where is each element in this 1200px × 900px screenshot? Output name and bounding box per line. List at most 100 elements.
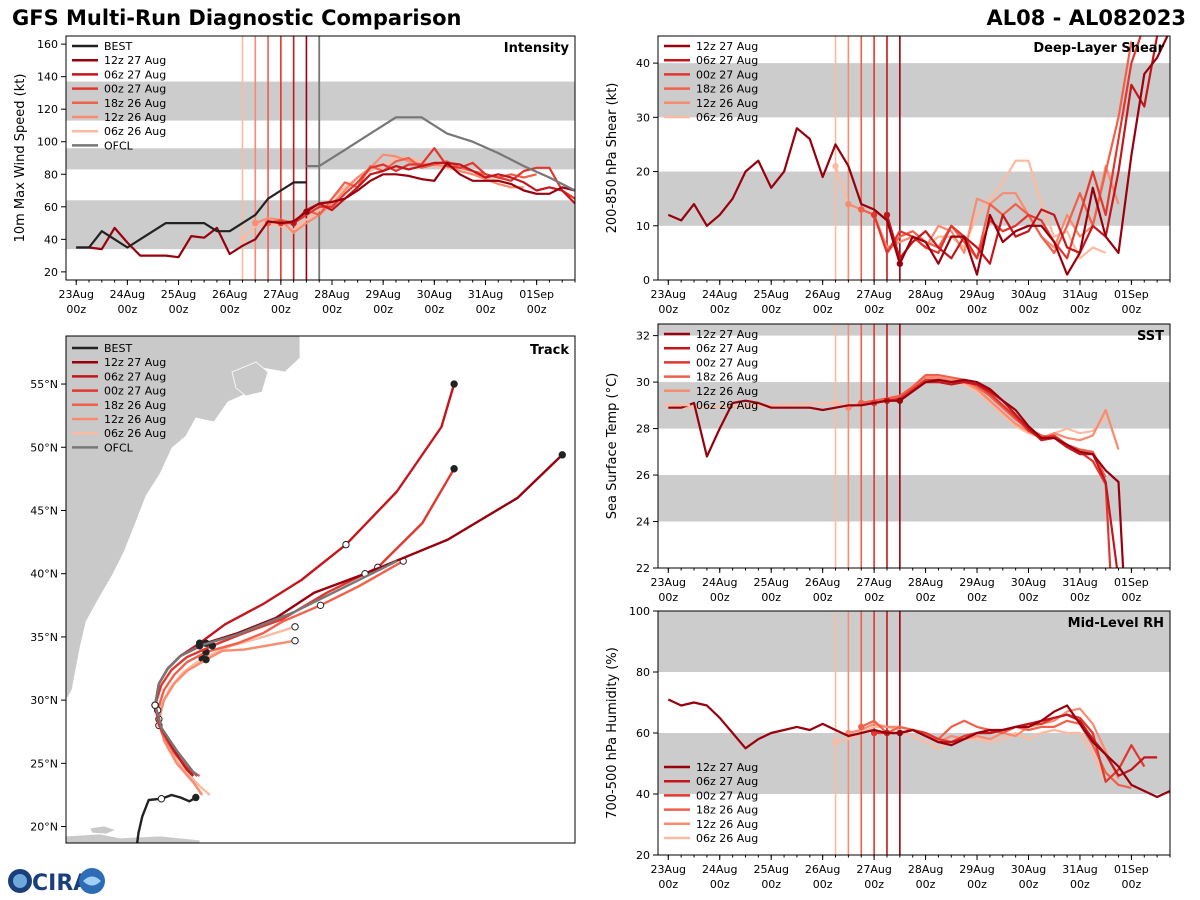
intensity-x-tick-label: 00z <box>373 303 393 316</box>
shear-y-tick-label: 20 <box>636 166 650 179</box>
sst-x-tick-label: 00z <box>1122 591 1142 604</box>
sst-x-tick-label: 00z <box>1070 591 1090 604</box>
track-position-marker <box>151 701 159 709</box>
track-lat-label: 30°N <box>30 694 58 707</box>
shear-legend-label: 06z 26 Aug <box>696 111 758 124</box>
sst-x-tick-label: 00z <box>813 591 833 604</box>
sst-x-tick-label: 00z <box>710 591 730 604</box>
track-lat-label: 25°N <box>30 757 58 770</box>
rh-band <box>658 611 1170 672</box>
land-mass <box>66 833 201 843</box>
page-title: GFS Multi-Run Diagnostic Comparison <box>12 6 462 30</box>
track-line <box>153 468 456 775</box>
track-frame <box>65 335 576 844</box>
shear-y-tick-label: 10 <box>636 220 650 233</box>
shear-x-tick-label: 00z <box>967 303 987 316</box>
rh-x-tick-label: 00z <box>710 878 730 891</box>
track-line <box>157 639 296 796</box>
intensity-y-tick-label: 80 <box>44 168 58 181</box>
intensity-legend-label: BEST <box>104 40 132 53</box>
shear-x-tick-label: 28Aug <box>908 288 943 301</box>
rh-series-line <box>848 707 1120 780</box>
rh-x-tick-label: 31Aug <box>1062 863 1097 876</box>
shear-x-tick-label: 24Aug <box>702 288 737 301</box>
sst-x-tick-label: 25Aug <box>753 576 788 589</box>
sst-x-tick-label: 00z <box>916 591 936 604</box>
shear-x-tick-label: 29Aug <box>959 288 994 301</box>
shear-init-marker <box>832 162 839 170</box>
sst-x-tick-label: 24Aug <box>702 576 737 589</box>
sst-legend-label: 06z 27 Aug <box>696 342 758 355</box>
track-lat-label: 55°N <box>30 378 58 391</box>
land-mass <box>89 825 118 835</box>
intensity-legend-label: 06z 26 Aug <box>104 125 166 138</box>
intensity-y-tick-label: 160 <box>37 38 58 51</box>
cira-logo: CIRA <box>8 868 105 896</box>
sst-x-tick-label: 23Aug <box>651 576 686 589</box>
rh-legend-label: 06z 26 Aug <box>696 832 758 845</box>
sst-x-tick-label: 29Aug <box>959 576 994 589</box>
shear-panel-title: Deep-Layer Shear <box>1033 41 1164 56</box>
sst-y-tick-label: 26 <box>636 469 650 482</box>
track-line <box>153 560 398 777</box>
shear-init-marker <box>883 211 891 219</box>
intensity-y-tick-label: 100 <box>37 136 58 149</box>
shear-legend-label: 12z 26 Aug <box>696 97 758 110</box>
rh-legend-label: 12z 26 Aug <box>696 818 758 831</box>
intensity-x-tick-label: 30Aug <box>417 288 452 301</box>
track-position-marker <box>342 540 350 549</box>
track-end-marker <box>291 637 299 645</box>
intensity-x-tick-label: 00z <box>117 303 137 316</box>
shear-x-tick-label: 23Aug <box>651 288 686 301</box>
sst-x-tick-label: 30Aug <box>1011 576 1046 589</box>
track-lat-label: 20°N <box>30 821 58 834</box>
rh-x-tick-label: 00z <box>658 878 678 891</box>
track-legend-label: 12z 27 Aug <box>104 356 166 369</box>
shear-init-marker <box>858 206 865 213</box>
rh-x-tick-label: 00z <box>761 878 781 891</box>
rh-panel: 23Aug 00z 24Aug 00z 25Aug 00z 26Aug 00z 27Aug 00z… <box>605 605 1171 891</box>
intensity-x-tick-label: 00z <box>527 303 547 316</box>
track-end-marker <box>558 451 566 459</box>
shear-x-tick-label: 25Aug <box>753 288 788 301</box>
shear-legend-label: 12z 27 Aug <box>696 40 758 53</box>
intensity-x-tick-label: 24Aug <box>110 288 145 301</box>
track-legend-label: 06z 26 Aug <box>104 427 166 440</box>
intensity-y-tick-label: 140 <box>37 71 58 84</box>
track-legend-label: OFCL <box>104 441 134 454</box>
intensity-x-tick-label: 00z <box>424 303 444 316</box>
sst-x-tick-label: 00z <box>658 591 678 604</box>
track-lat-label: 50°N <box>30 441 58 454</box>
rh-x-tick-label: 26Aug <box>805 863 840 876</box>
rh-x-tick-label: 30Aug <box>1011 863 1046 876</box>
track-position-marker <box>157 795 166 803</box>
shear-x-tick-label: 00z <box>1019 303 1039 316</box>
sst-x-tick-label: 31Aug <box>1062 576 1097 589</box>
shear-init-marker <box>845 200 852 208</box>
rh-init-marker <box>858 723 865 731</box>
track-legend-label: 00z 27 Aug <box>104 385 166 398</box>
track-position-marker <box>192 793 200 802</box>
track-legend-label: 12z 26 Aug <box>104 413 166 426</box>
sst-x-tick-label: 27Aug <box>856 576 891 589</box>
shear-init-marker <box>870 211 878 219</box>
sst-y-axis-label: Sea Surface Temp (°C) <box>605 373 620 520</box>
intensity-init-marker <box>252 219 259 227</box>
rh-legend-label: 18z 26 Aug <box>696 804 758 817</box>
track-line <box>157 625 296 796</box>
intensity-y-tick-label: 20 <box>44 266 58 279</box>
rh-x-tick-label: 23Aug <box>651 863 686 876</box>
sst-frame <box>657 323 1171 569</box>
track-panel: 20°N 25°N 30°N 35°N 40°N 45°N 50°N 55°N Track BES… <box>30 335 576 844</box>
sst-x-tick-label: 00z <box>967 591 987 604</box>
intensity-x-tick-label: 01Sep <box>519 288 554 301</box>
rh-y-tick-label: 80 <box>636 666 650 679</box>
intensity-y-tick-label: 60 <box>44 201 58 214</box>
intensity-series-line <box>280 147 575 225</box>
shear-x-tick-label: 00z <box>916 303 936 316</box>
intensity-series-line <box>76 161 575 259</box>
track-position-marker <box>195 642 204 650</box>
